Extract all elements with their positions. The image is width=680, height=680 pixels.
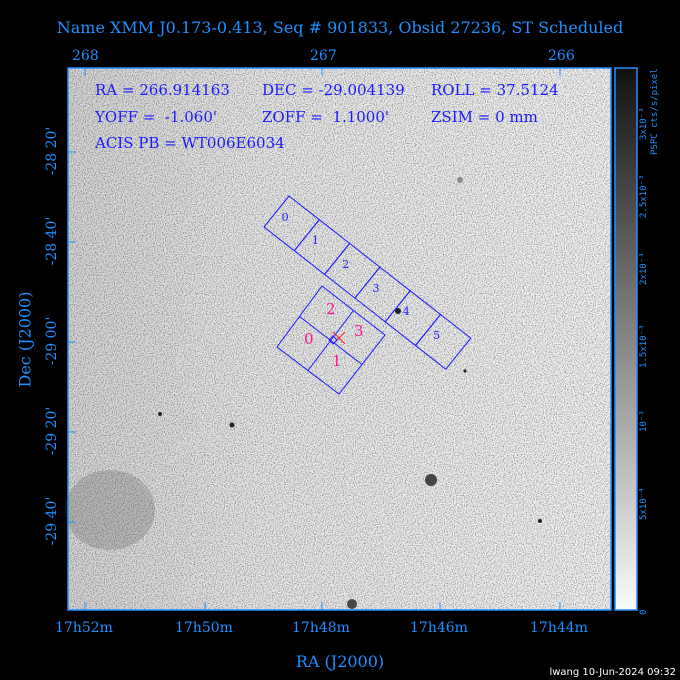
plot-frame bbox=[67, 67, 612, 611]
acis-s-array bbox=[263, 195, 472, 370]
colorbar-tick: 0 bbox=[639, 609, 649, 615]
ra-readout: RA = 266.914163 bbox=[95, 81, 230, 99]
colorbar-tick: 5x10⁻⁴ bbox=[639, 487, 649, 520]
acis-s-chip-label: 1 bbox=[311, 234, 319, 248]
acis-s-chip-label: 4 bbox=[402, 305, 410, 319]
plot-title: Name XMM J0.173-0.413, Seq # 901833, Obs… bbox=[56, 18, 624, 37]
acis-pb-readout: ACIS PB = WT006E6034 bbox=[95, 134, 285, 152]
acis-i-chip-label: 1 bbox=[332, 352, 342, 370]
left-tick: -29 00' bbox=[44, 316, 60, 366]
y-axis-label: Dec (J2000) bbox=[15, 291, 35, 388]
acis-s-chip-label: 2 bbox=[342, 258, 350, 271]
roll-readout: ROLL = 37.5124 bbox=[431, 81, 559, 99]
aimpoint-marker bbox=[328, 331, 346, 345]
point-sources bbox=[65, 177, 542, 609]
left-tick: -29 40' bbox=[44, 496, 60, 546]
left-tick: -28 20' bbox=[44, 126, 60, 176]
footer-credit: lwang 10-Jun-2024 09:32 bbox=[549, 667, 676, 678]
bottom-tick: 17h46m bbox=[410, 620, 468, 636]
bottom-tick: 17h52m bbox=[55, 620, 113, 636]
acis-i-array bbox=[276, 285, 386, 395]
colorbar-tick: 2.5x10⁻³ bbox=[639, 174, 649, 218]
colorbar-label: PSPC cts/s/pixel bbox=[650, 68, 660, 155]
zoff-readout: ZOFF = 1.1000' bbox=[262, 108, 390, 126]
yoff-readout: YOFF = -1.060' bbox=[95, 108, 218, 126]
zsim-readout: ZSIM = 0 mm bbox=[431, 108, 538, 126]
acis-s-chip-label: 3 bbox=[372, 281, 380, 295]
bottom-tick: 17h50m bbox=[175, 620, 233, 636]
left-tick: -28 40' bbox=[44, 216, 60, 266]
colorbar-tick: 10⁻³ bbox=[639, 410, 649, 432]
acis-i-chip-label: 0 bbox=[304, 330, 314, 348]
acis-s-chip-label: 0 bbox=[281, 210, 289, 224]
colorbar-tick: 2x10⁻³ bbox=[639, 252, 649, 285]
acis-i-chip-label: 2 bbox=[326, 300, 336, 318]
top-tick: 267 bbox=[310, 48, 337, 64]
dec-readout: DEC = -29.004139 bbox=[262, 81, 405, 99]
left-tick: -29 20' bbox=[44, 406, 60, 456]
colorbar-tick: 3x10⁻³ bbox=[639, 107, 649, 140]
bottom-tick: 17h48m bbox=[292, 620, 350, 636]
x-axis-label: RA (J2000) bbox=[295, 652, 385, 671]
bottom-tick: 17h44m bbox=[530, 620, 588, 636]
colorbar bbox=[614, 67, 638, 611]
top-tick: 266 bbox=[548, 48, 575, 64]
acis-i-chip-label: 3 bbox=[354, 322, 364, 340]
colorbar-tick: 1.5x10⁻³ bbox=[639, 324, 649, 368]
top-tick: 268 bbox=[72, 48, 99, 64]
acis-s-chip-label: 5 bbox=[433, 329, 441, 343]
acis-s-chip bbox=[414, 313, 472, 370]
